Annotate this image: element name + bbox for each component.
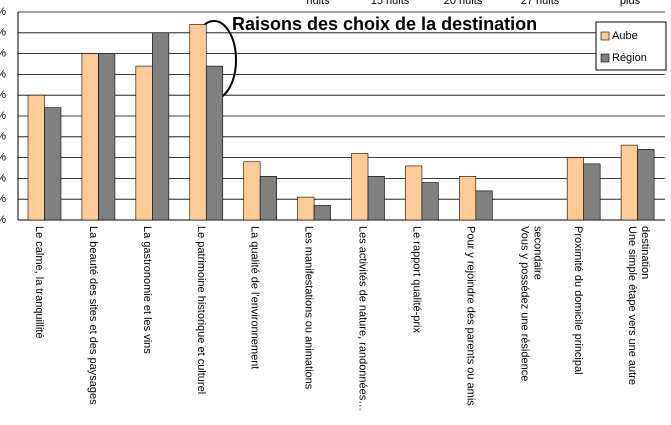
bar [367, 176, 385, 221]
x-tick-label: Proximité du domicile principal [572, 226, 585, 375]
bar [583, 163, 601, 221]
bar [620, 144, 638, 221]
bar [81, 53, 99, 221]
annotation: 20 nuits [444, 0, 483, 7]
x-tick-label: La gastronomie et les vins [140, 226, 153, 354]
bar [189, 24, 207, 221]
bar [637, 148, 655, 221]
bar [313, 205, 331, 221]
y-tick-label: % [0, 214, 6, 226]
y-tick-label: % [0, 131, 6, 143]
legend-swatch [600, 53, 610, 63]
bar [205, 65, 224, 221]
legend-label: Aube [612, 30, 638, 42]
y-tick-label: % [0, 110, 6, 122]
bar [421, 182, 439, 221]
annotation: plus [620, 0, 641, 7]
x-tick-label: Le patrimoine historique et culturel [194, 226, 207, 395]
annotation: 15 nuits [371, 0, 410, 7]
y-tick-label: % [0, 48, 6, 60]
legend-label: Région [612, 52, 647, 64]
x-tick-label: Les manifestations ou animations [302, 226, 315, 390]
x-tick-label: La qualité de l'environnement [248, 226, 261, 370]
y-tick-label: % [0, 152, 6, 164]
bar [243, 161, 261, 221]
x-tick-label: Le calme, la tranquillité [33, 226, 45, 339]
bar [44, 107, 62, 221]
y-tick-label: % [0, 172, 6, 184]
bar [459, 176, 477, 221]
y-tick-label: % [0, 6, 6, 18]
x-tick-label: Le rapport qualité-prix [410, 226, 423, 334]
bar [351, 153, 369, 221]
annotation: 27 nuits [521, 0, 560, 7]
bar [98, 53, 116, 221]
bar [297, 196, 315, 221]
bar [135, 65, 153, 221]
x-tick-label: Une simple étape vers une autre destinat… [626, 226, 652, 385]
bar [259, 176, 277, 221]
y-tick-label: % [0, 89, 6, 101]
legend-swatch [600, 31, 610, 41]
x-tick-label: Pour y rejoindre des parents ou amis [464, 226, 477, 406]
legend: Aube Région [595, 21, 667, 71]
bar [405, 165, 423, 221]
y-tick-label: % [0, 68, 6, 80]
y-tick-label: % [0, 27, 6, 39]
x-tick-label: Les activités de nature, randonnées… [356, 226, 369, 412]
x-tick-label: La beauté des sites et des paysages [86, 226, 99, 405]
bar [27, 94, 45, 221]
y-tick-label: % [0, 193, 6, 205]
bar [475, 190, 493, 221]
bar [152, 32, 170, 221]
bar [566, 157, 584, 221]
chart-title: Raisons des choix de la destination [232, 14, 537, 34]
annotation: nuits [306, 0, 330, 7]
x-tick-label: Vous y possédez une résidence secondaire [518, 226, 544, 382]
